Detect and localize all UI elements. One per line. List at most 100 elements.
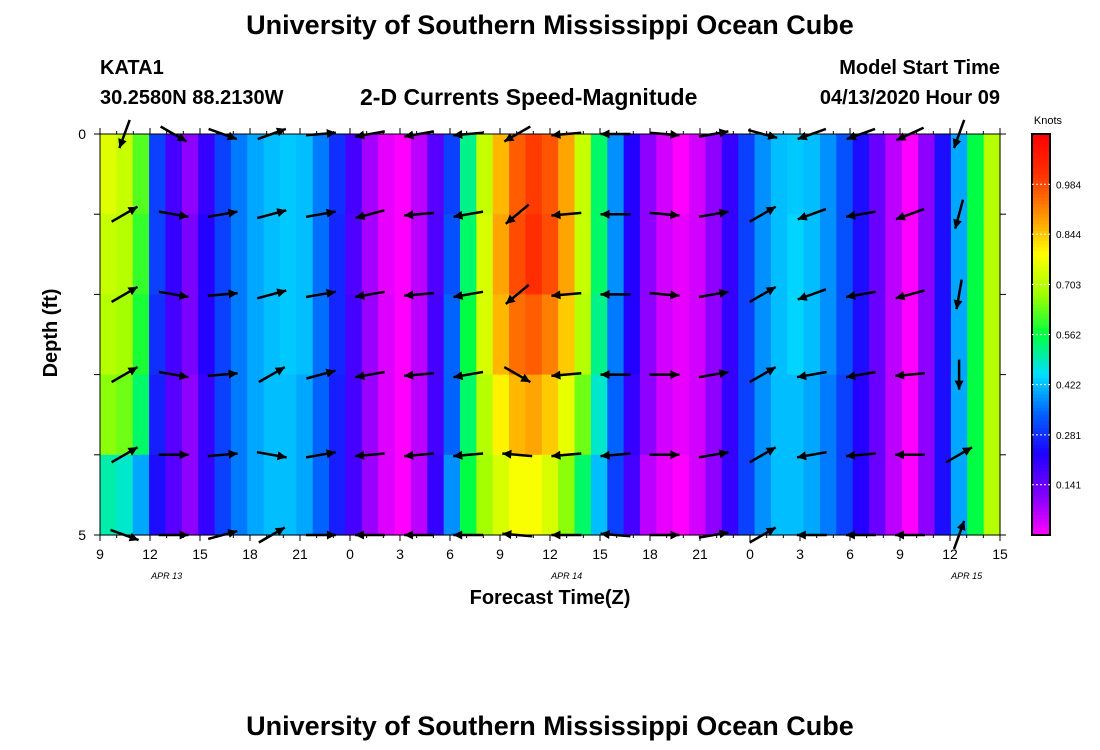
heatmap-cell [787, 294, 805, 376]
heatmap-cell [738, 214, 756, 295]
current-arrow [796, 370, 827, 381]
heatmap-cell [574, 134, 592, 215]
heatmap-cell [590, 454, 608, 536]
heatmap-cell [280, 294, 297, 376]
heatmap-cell [934, 294, 952, 376]
heatmap-cell [623, 134, 641, 215]
heatmap-cell [378, 374, 396, 456]
heatmap-cell [296, 134, 314, 215]
current-arrow [207, 289, 238, 299]
heatmap-cell [214, 454, 232, 536]
heatmap-cell [574, 374, 592, 456]
colorbar-segment [1032, 287, 1050, 292]
heatmap-cell [770, 134, 788, 215]
heatmap-cell [410, 374, 428, 456]
current-arrow [503, 366, 531, 384]
colorbar-segment [1032, 324, 1050, 329]
heatmap-cell [983, 454, 1001, 536]
current-arrow [207, 369, 238, 379]
heatmap-cell [754, 134, 772, 215]
colorbar-segment [1032, 387, 1050, 392]
heatmap-cell [950, 214, 968, 295]
colorbar-segment [1032, 397, 1050, 402]
colorbar-segment [1032, 411, 1050, 416]
heatmap-cell [476, 134, 494, 215]
colorbar-segment [1032, 508, 1050, 513]
colorbar-segment [1032, 147, 1050, 152]
colorbar-segment [1032, 331, 1050, 336]
heatmap-cell [983, 374, 1001, 456]
colorbar-segment [1032, 504, 1050, 509]
x-tick-label: 12 [542, 546, 558, 562]
heatmap-cell [705, 294, 723, 376]
heatmap-cell [214, 374, 232, 456]
colorbar-label: Knots [1034, 115, 1063, 127]
heatmap-cell [198, 374, 216, 456]
heatmap-cell [149, 454, 167, 536]
colorbar-segment [1032, 347, 1050, 352]
colorbar-segment [1032, 401, 1050, 406]
heatmap-cell [247, 374, 265, 456]
heatmap-cell [721, 214, 739, 295]
current-arrow [953, 279, 963, 310]
heatmap-cell [983, 294, 1001, 376]
x-tick-label: 9 [496, 546, 504, 562]
heatmap-cell [181, 374, 199, 456]
current-arrow [305, 208, 336, 219]
colorbar-segment [1032, 458, 1050, 463]
heatmap-cell [329, 214, 347, 295]
heatmap-cell [100, 454, 117, 536]
current-arrow [110, 285, 139, 303]
heatmap-cell [525, 294, 543, 376]
colorbar-segment [1032, 444, 1050, 449]
colorbar-segment [1032, 264, 1050, 269]
heatmap-cell [492, 294, 510, 376]
heatmap-cell [558, 374, 576, 456]
heatmap-cell [280, 214, 297, 295]
heatmap-cell [378, 454, 396, 536]
heatmap-cell [443, 134, 461, 215]
heatmap-cell [230, 294, 248, 376]
colorbar-segment [1032, 394, 1050, 399]
heatmap-cell [214, 214, 232, 295]
heatmap-cell [967, 214, 985, 295]
heatmap-cell [312, 214, 330, 295]
heatmap-cell [901, 294, 919, 376]
current-arrow [895, 289, 925, 301]
heatmap-cell [296, 214, 314, 295]
heatmap-cell [885, 134, 903, 215]
colorbar-segment [1032, 284, 1050, 289]
colorbar-segment [1032, 418, 1050, 422]
heatmap-cell [476, 454, 494, 536]
x-tick-label: 3 [396, 546, 404, 562]
colorbar-segment [1032, 134, 1050, 138]
heatmap-cell [983, 214, 1001, 295]
colorbar-segment [1032, 344, 1050, 349]
heatmap-cell [901, 214, 919, 295]
heatmap-cell [640, 294, 657, 376]
colorbar-segment [1032, 367, 1050, 372]
colorbar-segment [1032, 431, 1050, 436]
colorbar-segment [1032, 234, 1050, 239]
heatmap-cell [918, 374, 936, 456]
colorbar-segment [1032, 408, 1050, 412]
current-arrow [749, 205, 777, 223]
heatmap-cell [803, 134, 821, 215]
x-tick-label: 18 [642, 546, 658, 562]
heatmap-cell [918, 294, 936, 376]
heatmap-cell [492, 214, 510, 295]
colorbar-segment [1032, 184, 1050, 189]
colorbar-segment [1032, 494, 1050, 499]
heatmap-cell [460, 374, 477, 456]
colorbar-segment [1032, 518, 1050, 523]
colorbar-segment [1032, 274, 1050, 279]
heatmap-cell [165, 374, 183, 456]
page-title: University of Southern Mississippi Ocean… [246, 10, 854, 40]
heatmap-cell [100, 374, 117, 456]
current-arrow [504, 283, 530, 305]
colorbar-segment [1032, 167, 1050, 172]
heatmap-cell [165, 134, 183, 215]
colorbar-segment [1032, 391, 1050, 396]
heatmap-cell [787, 374, 805, 456]
current-arrow [600, 370, 631, 380]
